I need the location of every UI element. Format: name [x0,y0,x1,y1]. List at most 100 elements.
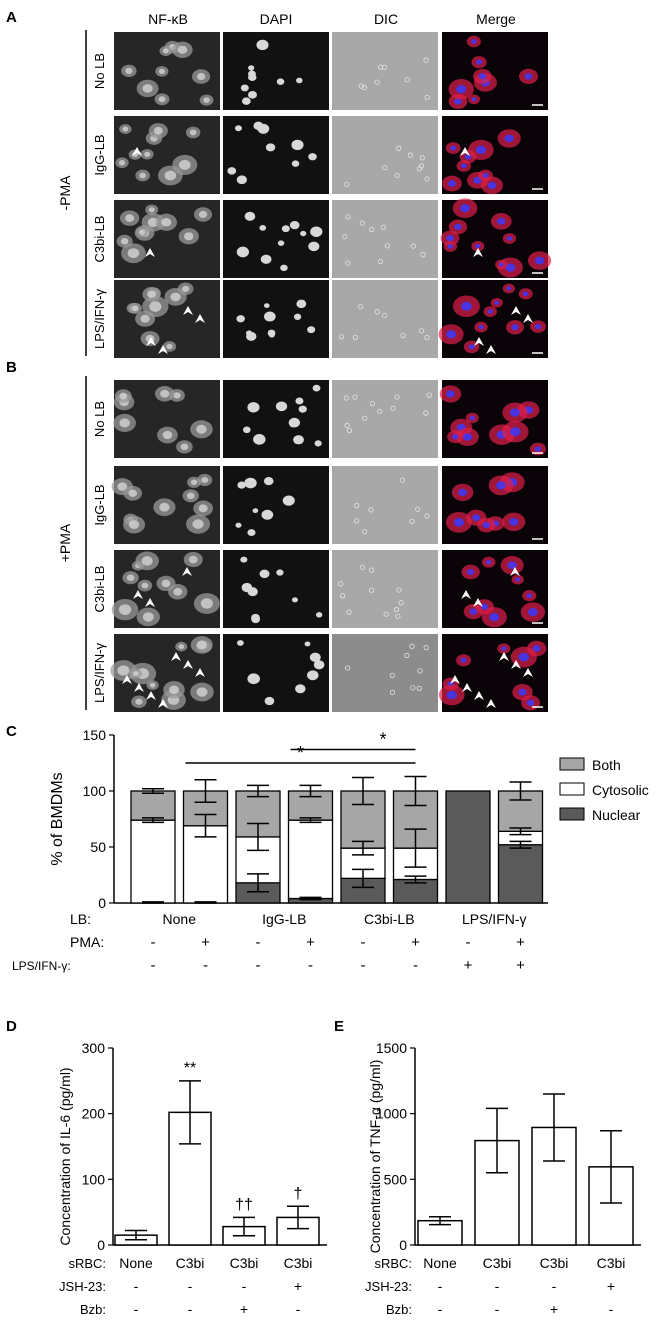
merge-nucleus [476,59,483,65]
a-cell-r3-c2 [332,280,438,358]
dic-bead [352,394,358,400]
condition-label-b: +PMA [57,523,73,562]
micrograph-background [332,200,438,278]
arrowhead-icon [499,652,509,661]
merge-nucleus [504,134,514,143]
dic-bead [380,224,387,230]
merge-nucleus [454,98,462,105]
dic-bead [424,334,430,341]
cell-nucleus [200,598,213,609]
b-cell-r0-c2 [332,380,438,458]
dapi-nucleus [291,160,300,167]
significance-annotation: ** [184,1060,196,1077]
condition-value: + [516,934,525,951]
bar-segment-cytosolic [182,825,229,904]
dapi-nucleus [241,582,253,593]
dapi-nucleus [253,434,266,445]
condition-row-label: sRBC: [374,1256,412,1271]
dic-bead [354,503,360,509]
dapi-nucleus [244,477,257,489]
cell-nucleus [158,68,165,75]
arrowhead-icon [146,691,156,700]
dic-bead [359,220,365,226]
arrowhead-icon [450,675,460,684]
y-tick-label: 500 [384,1171,408,1187]
condition-value: - [151,957,156,974]
cell-nucleus [173,392,181,399]
dic-bead [389,672,395,678]
b-cell-r1-c2 [332,466,438,544]
y-tick-label: 0 [97,1237,105,1253]
panel-a-letter: A [6,9,17,26]
merge-nucleus [518,688,527,696]
dapi-nucleus [237,481,246,489]
arrowhead-icon [474,691,484,700]
dapi-nucleus [236,175,247,185]
arrowhead-icon [473,248,483,257]
dapi-nucleus [247,529,256,537]
cell-nucleus [164,170,177,181]
dic-bead [345,214,351,220]
dapi-nucleus [281,225,290,233]
condition-label-a: -PMA [57,175,73,211]
dapi-nucleus [236,246,250,258]
dic-bead [390,405,396,411]
dapi-nucleus [261,509,274,520]
cell-nucleus [118,160,126,166]
condition-value: - [203,957,208,974]
dapi-nucleus [315,612,323,618]
dic-bead [419,155,425,161]
merge-nucleus [507,561,517,570]
dapi-nucleus [276,569,284,576]
cell-nucleus [162,430,173,440]
panel-e-letter: E [334,1018,344,1035]
cell-nucleus [153,126,163,135]
dic-bead [369,226,375,233]
b-cell-r1-c0 [111,466,220,544]
condition-value: - [308,957,313,974]
b-cell-r0-c3 [439,380,548,458]
dic-bead [362,529,368,535]
condition-value: + [294,1278,302,1294]
merge-nucleus [469,415,475,421]
condition-value: C3bi [230,1255,259,1271]
dapi-nucleus [240,84,249,92]
a-cell-r1-c1 [223,116,329,194]
arrowhead-icon [158,699,168,708]
group-label: IgG-LB [262,911,306,927]
cell-nucleus [181,285,190,292]
dic-bead [389,689,396,696]
dapi-nucleus [248,65,255,71]
dapi-nucleus [263,303,270,308]
cell-nucleus [118,604,132,615]
cell-nucleus [168,685,180,695]
dic-bead [424,176,430,182]
micrograph-background [332,32,438,110]
cell-nucleus [119,418,130,428]
dic-bead [368,507,374,513]
cell-nucleus [190,479,198,486]
group-label: C3bi-LB [364,911,415,927]
dic-bead [352,334,358,340]
dic-bead [398,600,404,606]
y-tick-label: 200 [82,1106,106,1122]
dapi-nucleus [282,495,295,506]
dapi-nucleus [312,384,321,392]
merge-nucleus [534,446,542,452]
dic-bead [345,665,351,671]
dapi-nucleus [296,299,307,309]
condition-value: - [438,1301,443,1317]
merge-nucleus [451,434,459,440]
dic-bead [417,668,423,674]
a-cell-r0-c0 [114,32,220,110]
dapi-nucleus [295,397,304,405]
merge-nucleus [534,256,545,265]
cell-nucleus [141,556,153,566]
merge-nucleus [487,181,497,190]
dic-bead [396,587,402,593]
cell-nucleus [161,217,172,227]
merge-nucleus [478,73,487,80]
dic-bead [395,613,401,619]
bar-segment-both [130,790,176,821]
arrowhead-icon [146,337,156,346]
